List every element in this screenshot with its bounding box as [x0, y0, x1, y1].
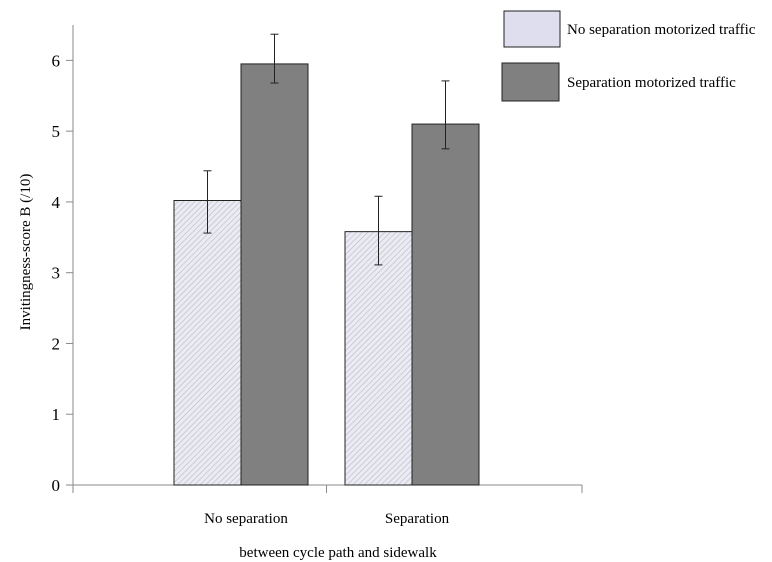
y-tick-label: 1	[52, 405, 61, 424]
y-tick-label: 4	[52, 193, 61, 212]
bar-no-separation-motorized-0	[173, 200, 242, 486]
y-tick-label: 5	[52, 122, 61, 141]
axes: 0 1 2 3 4 5 6 No separation Separation	[52, 25, 583, 527]
y-tick-label: 3	[52, 264, 61, 283]
bar-separation-motorized-0	[240, 63, 309, 486]
y-tick-label: 6	[52, 51, 61, 70]
error-bars	[203, 33, 450, 266]
bar-separation-motorized-1	[411, 123, 480, 486]
legend-swatch-1	[501, 62, 560, 102]
y-axis-title: Invitingness-score B (/10)	[18, 174, 34, 331]
y-tick-label: 2	[52, 334, 61, 353]
bars	[173, 63, 480, 486]
legend: No separation motorized traffic Separatio…	[501, 10, 756, 102]
x-tick-label: Separation	[385, 511, 450, 527]
y-tick-label: 0	[52, 476, 61, 495]
x-ticks: No separation Separation	[72, 485, 583, 527]
bar-no-separation-motorized-1	[344, 231, 413, 486]
legend-label-1: Separation motorized traffic	[567, 75, 736, 91]
x-tick-label: No separation	[204, 511, 288, 527]
legend-swatch-0	[503, 10, 561, 48]
x-axis-title: between cycle path and sidewalk	[239, 545, 437, 561]
y-ticks: 0 1 2 3 4 5 6	[52, 51, 73, 495]
legend-label-0: No separation motorized traffic	[567, 22, 756, 38]
